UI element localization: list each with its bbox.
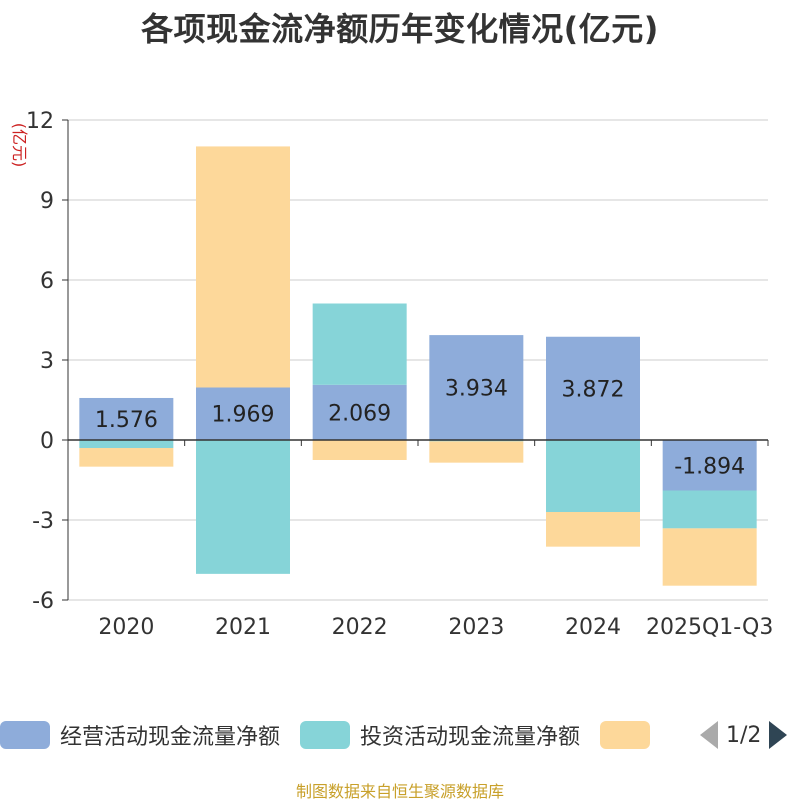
x-tick-label: 2020 [98, 615, 154, 640]
bar-series0-2023 [429, 335, 524, 440]
bar-series0-2020 [79, 397, 174, 440]
legend-label-investing: 投资活动现金流量净额 [360, 725, 581, 750]
y-tick-label: -6 [32, 589, 54, 614]
legend-item-financing[interactable] [600, 721, 660, 749]
legend: 经营活动现金流量净额 投资活动现金流量净额 [0, 718, 680, 752]
y-tick-label: 12 [26, 109, 54, 134]
data-label: -1.894 [674, 454, 745, 479]
bar-series0-2022 [312, 384, 407, 440]
bar-series2-2023 [429, 441, 524, 463]
legend-label-operating: 经营活动现金流量净额 [60, 725, 281, 750]
bar-series2-2025Q1-Q3 [662, 528, 757, 586]
data-label: 3.934 [445, 377, 508, 402]
bar-series0-2021 [196, 387, 290, 440]
bar-series1-2020 [79, 440, 174, 448]
y-tick-label: 0 [40, 429, 54, 454]
bar-series0-2024 [546, 336, 640, 440]
legend-item-operating[interactable]: 经营活动现金流量净额 [0, 719, 280, 751]
data-label: 3.872 [562, 377, 625, 402]
data-label: 2.069 [328, 401, 391, 426]
source-note: 制图数据来自恒生聚源数据库 [295, 782, 504, 801]
legend-item-investing[interactable]: 投资活动现金流量净额 [300, 719, 580, 751]
bar-series2-2024 [546, 512, 640, 547]
x-tick-label: 2022 [332, 615, 388, 640]
bar-series2-2022 [312, 440, 407, 460]
legend-swatch-financing [600, 721, 651, 749]
y-axis-label: (亿元) [10, 123, 29, 168]
x-tick-label: 2024 [565, 615, 621, 640]
x-tick-label: 2023 [448, 615, 504, 640]
bar-series0-2025Q1-Q3 [662, 440, 757, 491]
legend-swatch-investing [300, 721, 351, 749]
y-tick-label: 9 [40, 189, 54, 214]
prev-page-icon[interactable] [700, 721, 718, 749]
bar-series1-2021 [196, 440, 290, 574]
bar-series2-2020 [79, 448, 174, 467]
y-tick-label: -3 [32, 509, 54, 534]
x-tick-label: 2021 [215, 615, 271, 640]
data-label: 1.969 [212, 403, 275, 428]
bar-series2-2021 [196, 146, 290, 388]
bar-series1-2022 [312, 303, 407, 385]
legend-swatch-operating [0, 721, 50, 749]
y-tick-label: 6 [40, 269, 54, 294]
bar-series1-2024 [546, 440, 640, 512]
bar-series1-2025Q1-Q3 [662, 490, 757, 529]
y-tick-label: 3 [40, 349, 54, 374]
x-tick-label: 2025Q1-Q3 [646, 615, 773, 640]
chart-title: 各项现金流净额历年变化情况(亿元) [141, 10, 659, 48]
data-label: 1.576 [95, 408, 158, 433]
page-indicator: 1/2 [726, 722, 762, 748]
next-page-icon[interactable] [769, 721, 788, 749]
legend-pager: 1/2 [700, 718, 788, 752]
